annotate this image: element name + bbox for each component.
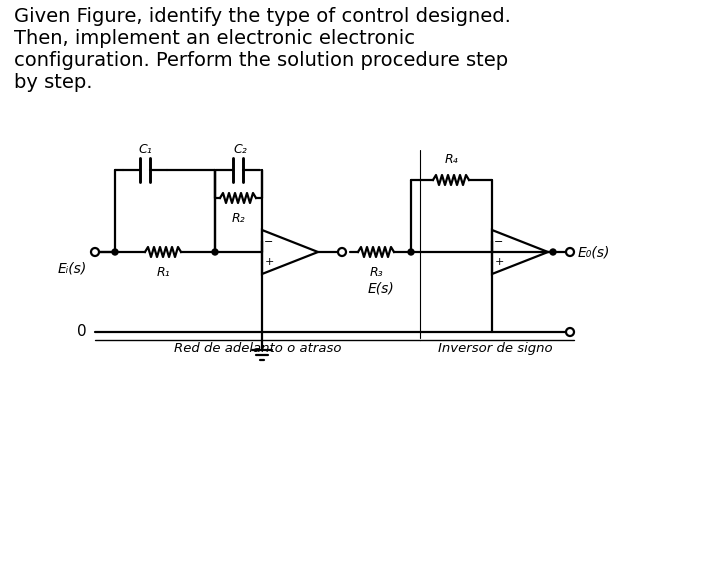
Text: +: + [495, 257, 504, 267]
Text: −: − [264, 237, 274, 247]
Circle shape [112, 249, 118, 255]
Text: configuration. Perform the solution procedure step: configuration. Perform the solution proc… [14, 51, 508, 70]
Text: R₁: R₁ [156, 266, 170, 279]
Text: Then, implement an electronic electronic: Then, implement an electronic electronic [14, 29, 415, 48]
Text: C₁: C₁ [138, 143, 152, 156]
Circle shape [212, 249, 218, 255]
Text: 0: 0 [77, 324, 87, 339]
Text: E₀(s): E₀(s) [578, 245, 611, 259]
Circle shape [566, 248, 574, 256]
Text: −: − [495, 237, 504, 247]
Circle shape [408, 249, 414, 255]
Text: Eᵢ(s): Eᵢ(s) [58, 262, 87, 276]
Circle shape [550, 249, 556, 255]
Circle shape [338, 248, 346, 256]
Text: Red de adelanto o atraso: Red de adelanto o atraso [174, 342, 341, 355]
Text: R₂: R₂ [231, 212, 245, 225]
Text: by step.: by step. [14, 73, 92, 92]
Text: R₃: R₃ [369, 266, 383, 279]
Circle shape [566, 328, 574, 336]
Circle shape [91, 248, 99, 256]
Text: C₂: C₂ [233, 143, 247, 156]
Text: +: + [264, 257, 274, 267]
Text: E(s): E(s) [368, 282, 395, 296]
Text: Inversor de signo: Inversor de signo [438, 342, 552, 355]
Text: R₄: R₄ [444, 153, 458, 166]
Text: Given Figure, identify the type of control designed.: Given Figure, identify the type of contr… [14, 7, 511, 26]
